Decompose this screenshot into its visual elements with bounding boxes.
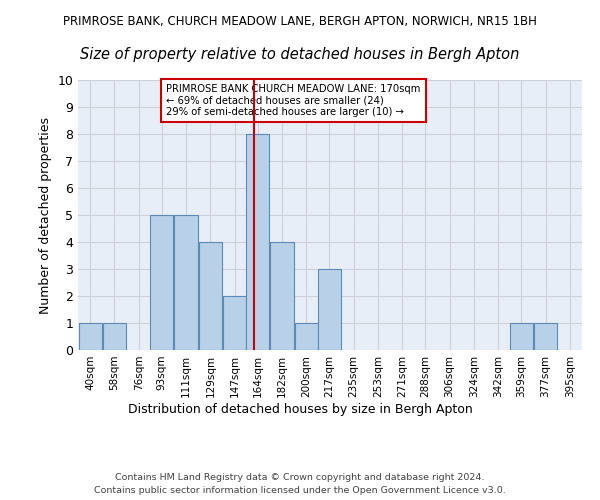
Text: Contains public sector information licensed under the Open Government Licence v3: Contains public sector information licen… (94, 486, 506, 495)
Bar (175, 215, 198, 350)
Bar (150, 215, 173, 350)
Bar (509, 323, 533, 350)
Bar (103, 323, 126, 350)
Bar (271, 242, 293, 350)
Bar (246, 134, 269, 350)
Bar (199, 242, 222, 350)
Text: Size of property relative to detached houses in Bergh Apton: Size of property relative to detached ho… (80, 48, 520, 62)
Text: Distribution of detached houses by size in Bergh Apton: Distribution of detached houses by size … (128, 402, 472, 415)
Bar (318, 269, 341, 350)
Bar (79, 323, 102, 350)
Text: PRIMROSE BANK, CHURCH MEADOW LANE, BERGH APTON, NORWICH, NR15 1BH: PRIMROSE BANK, CHURCH MEADOW LANE, BERGH… (63, 15, 537, 28)
Bar (534, 323, 557, 350)
Bar (223, 296, 247, 350)
Bar (295, 323, 318, 350)
Text: Contains HM Land Registry data © Crown copyright and database right 2024.: Contains HM Land Registry data © Crown c… (115, 472, 485, 482)
Text: PRIMROSE BANK CHURCH MEADOW LANE: 170sqm
← 69% of detached houses are smaller (2: PRIMROSE BANK CHURCH MEADOW LANE: 170sqm… (166, 84, 421, 117)
Y-axis label: Number of detached properties: Number of detached properties (39, 116, 52, 314)
